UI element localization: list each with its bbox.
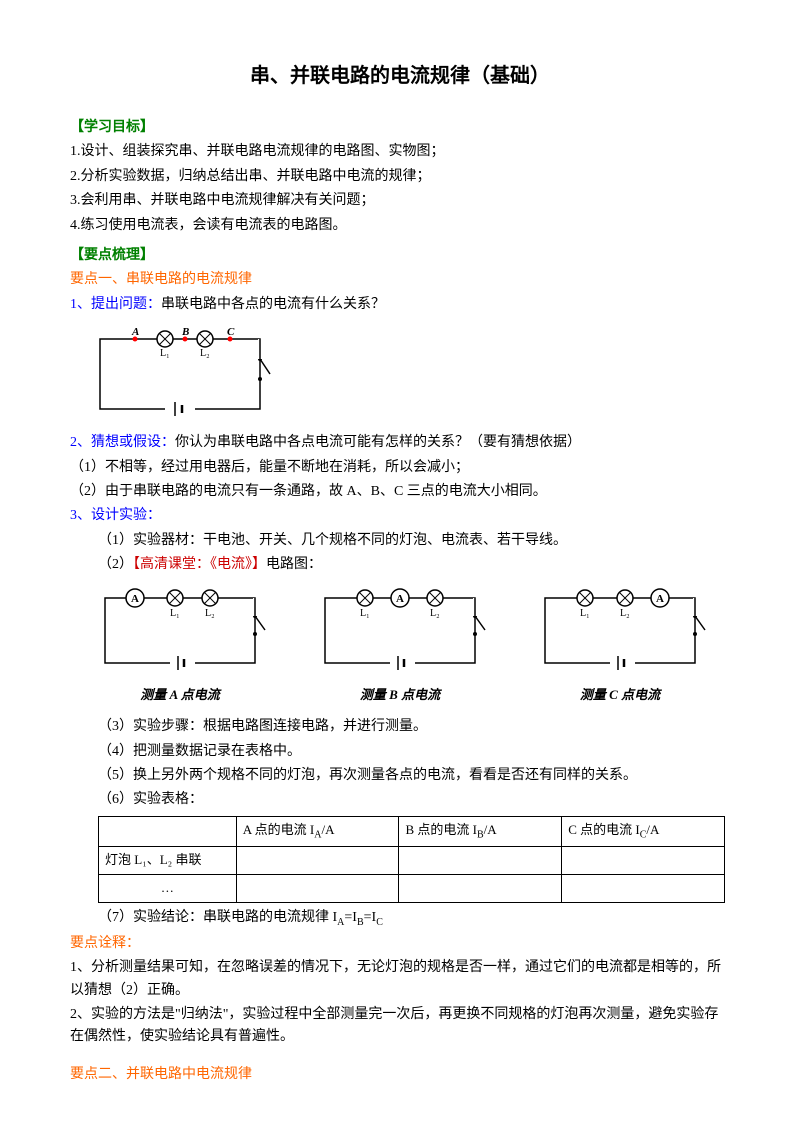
- q3-s1: （1）实验器材：干电池、开关、几个规格不同的灯泡、电流表、若干导线。: [70, 530, 730, 552]
- experiment-table: A 点的电流 IA/A B 点的电流 IB/A C 点的电流 IC/A 灯泡 L…: [98, 816, 725, 903]
- explanation-1: 1、分析测量结果可知，在忽略误差的情况下，无论灯泡的规格是否一样，通过它们的电流…: [70, 957, 730, 1002]
- table-cell: [562, 875, 725, 903]
- svg-text:L₂: L₂: [200, 348, 210, 359]
- circuit-c-diagram: A L₁ L₂: [530, 586, 710, 681]
- table-cell: [399, 847, 562, 875]
- circuit-b-diagram: A L₁ L₂: [310, 586, 490, 681]
- q1-text: 串联电路中各点的电流有什么关系？: [161, 297, 385, 312]
- svg-text:A: A: [396, 593, 404, 605]
- question-1: 1、提出问题：串联电路中各点的电流有什么关系？: [70, 294, 730, 316]
- svg-text:L₁: L₁: [580, 608, 590, 619]
- table-cell: A 点的电流 IA/A: [236, 816, 399, 847]
- question-2: 2、猜想或假设：你认为串联电路中各点电流可能有怎样的关系？（要有猜想依据）: [70, 432, 730, 454]
- svg-text:L₂: L₂: [620, 608, 630, 619]
- svg-text:L₂: L₂: [205, 608, 215, 619]
- svg-text:L₂: L₂: [430, 608, 440, 619]
- table-cell: [236, 875, 399, 903]
- q2-label: 2、猜想或假设：: [70, 435, 175, 450]
- page-title: 串、并联电路的电流规律（基础）: [70, 60, 730, 92]
- table-cell: [99, 816, 237, 847]
- q3-label: 3、设计实验：: [70, 505, 730, 527]
- svg-text:L₁: L₁: [360, 608, 370, 619]
- table-row: 灯泡 L₁、L₂ 串联: [99, 847, 725, 875]
- svg-text:L₁: L₁: [160, 348, 170, 359]
- series-circuit-diagram: A B C L₁ L₂: [70, 324, 290, 424]
- q3-s3: （3）实验步骤：根据电路图连接电路，并进行测量。: [70, 716, 730, 738]
- q3-s2-prefix: （2）: [98, 557, 133, 572]
- svg-text:A: A: [656, 593, 664, 605]
- table-row: A 点的电流 IA/A B 点的电流 IB/A C 点的电流 IC/A: [99, 816, 725, 847]
- q2-answer-1: （1）不相等，经过用电器后，能量不断地在消耗，所以会减小；: [70, 457, 730, 479]
- q3-s2-suffix: 电路图：: [266, 557, 322, 572]
- circuit-b-label: 测量 B 点电流: [310, 685, 490, 706]
- table-cell: [399, 875, 562, 903]
- svg-text:A: A: [131, 326, 139, 338]
- circuit-a-label: 测量 A 点电流: [90, 685, 270, 706]
- key-points-header: 【要点梳理】: [70, 245, 730, 267]
- svg-text:C: C: [227, 326, 235, 338]
- svg-text:A: A: [131, 593, 139, 605]
- q3-s2-red: 【高清课堂：《电流》】: [133, 557, 266, 572]
- svg-text:B: B: [181, 326, 189, 338]
- q1-label: 1、提出问题：: [70, 297, 161, 312]
- q3-s2: （2）【高清课堂：《电流》】电路图：: [70, 554, 730, 576]
- explanation-2: 2、实验的方法是"归纳法"，实验过程中全部测量完一次后，再更换不同规格的灯泡再次…: [70, 1004, 730, 1049]
- explanation-header: 要点诠释：: [70, 933, 730, 955]
- point2-title: 要点二、并联电路中电流规律: [70, 1064, 730, 1086]
- table-cell: B 点的电流 IB/A: [399, 816, 562, 847]
- table-cell: [236, 847, 399, 875]
- q3-s7: （7）实验结论：串联电路的电流规律 IA=IB=IC: [70, 907, 730, 931]
- circuit-c-label: 测量 C 点电流: [530, 685, 710, 706]
- goal-4: 4.练习使用电流表，会读有电流表的电路图。: [70, 215, 730, 237]
- table-cell: …: [99, 875, 237, 903]
- point1-title: 要点一、串联电路的电流规律: [70, 269, 730, 291]
- learning-goal-header: 【学习目标】: [70, 117, 730, 139]
- table-cell: C 点的电流 IC/A: [562, 816, 725, 847]
- q2-answer-2: （2）由于串联电路的电流只有一条通路，故 A、B、C 三点的电流大小相同。: [70, 481, 730, 503]
- q2-text: 你认为串联电路中各点电流可能有怎样的关系？（要有猜想依据）: [175, 435, 581, 450]
- table-row: …: [99, 875, 725, 903]
- circuit-a-diagram: A L₁ L₂: [90, 586, 270, 681]
- svg-text:L₁: L₁: [170, 608, 180, 619]
- goal-3: 3.会利用串、并联电路中电流规律解决有关问题；: [70, 190, 730, 212]
- circuit-diagrams-row: A L₁ L₂ 测量 A 点电流 A L₁: [70, 586, 730, 706]
- goal-2: 2.分析实验数据，归纳总结出串、并联电路中电流的规律；: [70, 166, 730, 188]
- q3-s6: （6）实验表格：: [70, 789, 730, 811]
- goal-1: 1.设计、组装探究串、并联电路电流规律的电路图、实物图；: [70, 141, 730, 163]
- table-cell: [562, 847, 725, 875]
- table-cell: 灯泡 L₁、L₂ 串联: [99, 847, 237, 875]
- q3-s4: （4）把测量数据记录在表格中。: [70, 741, 730, 763]
- q3-s5: （5）换上另外两个规格不同的灯泡，再次测量各点的电流，看看是否还有同样的关系。: [70, 765, 730, 787]
